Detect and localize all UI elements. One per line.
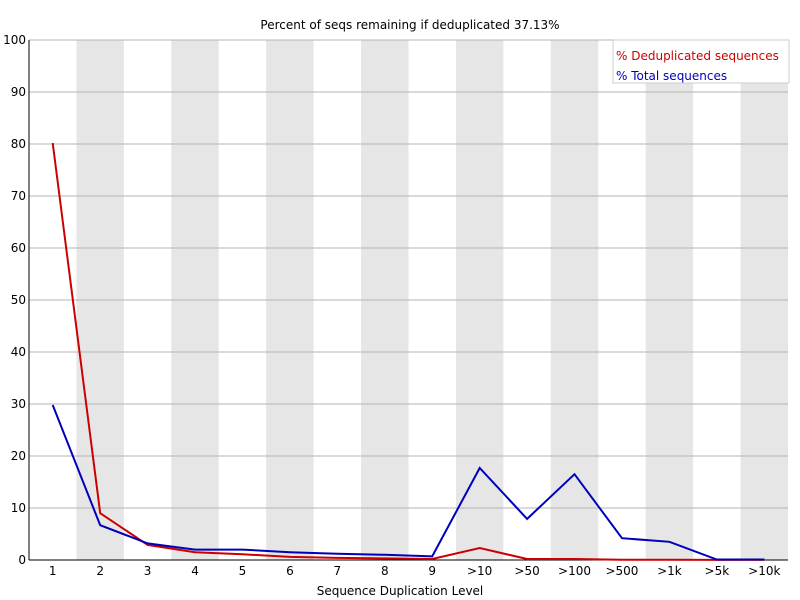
x-tick-label: >10 [467,564,492,578]
y-tick-label: 20 [11,449,26,463]
x-tick-label: 8 [381,564,389,578]
x-tick-label: >500 [605,564,638,578]
x-tick-label: 4 [191,564,199,578]
x-tick-label: >100 [558,564,591,578]
x-tick-label: >1k [657,564,682,578]
y-tick-label: 100 [3,33,26,47]
y-tick-label: 50 [11,293,26,307]
x-tick-label: >5k [705,564,730,578]
legend-box [612,39,790,84]
x-tick-label: 3 [144,564,152,578]
x-tick-label: 2 [96,564,104,578]
y-tick-label: 40 [11,345,26,359]
x-axis-label: Sequence Duplication Level [317,584,484,598]
x-tick-label: 1 [49,564,57,578]
legend: % Deduplicated sequences % Total sequenc… [612,39,790,84]
y-tick-label: 60 [11,241,26,255]
x-tick-label: >50 [514,564,539,578]
x-tick-label: 9 [428,564,436,578]
x-tick-label: 7 [334,564,342,578]
y-tick-labels: 0 10 20 30 40 50 60 70 80 90 100 [3,33,26,567]
y-tick-label: 80 [11,137,26,151]
y-tick-label: 70 [11,189,26,203]
y-tick-label: 30 [11,397,26,411]
series-line-deduplicated [51,142,765,561]
legend-entry-total: % Total sequences [616,69,727,83]
series-line-total [51,404,765,561]
y-tick-label: 10 [11,501,26,515]
y-tick-label: 90 [11,85,26,99]
y-tick-label: 0 [18,553,26,567]
horizontal-gridlines [29,39,788,509]
series-lines [51,142,765,561]
x-tick-label: 6 [286,564,294,578]
legend-entry-deduplicated: % Deduplicated sequences [616,49,779,63]
x-tick-label: >10k [748,564,780,578]
chart-title: Percent of seqs remaining if deduplicate… [260,18,559,32]
x-tick-labels: 1 2 3 4 5 6 7 8 9 >10 >50 >100 >500 >1k >5k >10k [49,564,781,578]
x-tick-label: 5 [239,564,247,578]
